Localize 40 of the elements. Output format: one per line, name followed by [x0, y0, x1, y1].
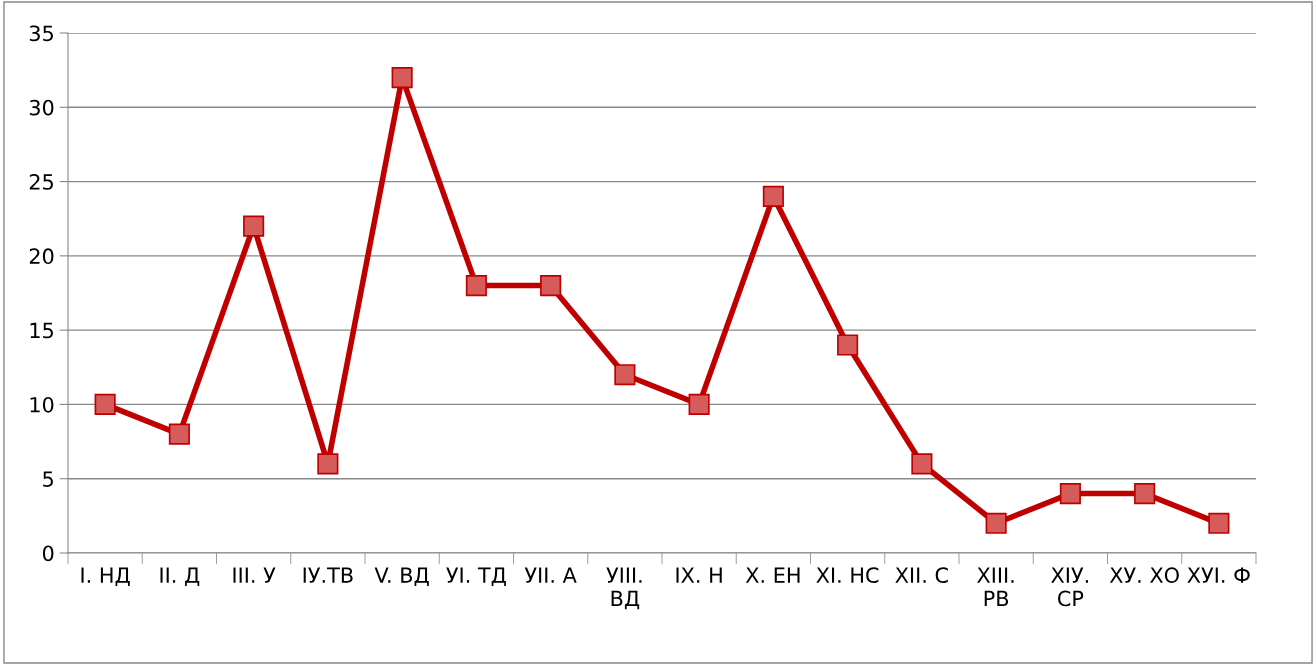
point: [688, 393, 710, 415]
x-tick-label: IX. Н: [676, 567, 722, 583]
x-tick-label: XIУ. СР: [1051, 567, 1088, 607]
x-tick-label: УI. ТД: [446, 567, 506, 586]
x-tick-label: XII. С: [895, 567, 948, 584]
point: [540, 275, 562, 297]
x-tick-label: III. У: [233, 567, 276, 583]
x-tick-label: X. ЕН: [745, 567, 800, 583]
y-tick-label: 20: [29, 248, 54, 265]
point: [1134, 483, 1156, 505]
point: [985, 512, 1007, 534]
x-tick-label: XI. НС: [816, 567, 879, 584]
point: [465, 275, 487, 297]
x-tick-label: V. ВД: [374, 567, 429, 586]
x-tick-label: IУ.ТВ: [303, 567, 353, 583]
y-tick-label: 15: [30, 322, 53, 339]
point: [911, 453, 933, 475]
y-tick-label: 0: [42, 545, 54, 562]
point: [391, 67, 413, 89]
y-tick-label: 25: [29, 174, 53, 190]
point: [243, 215, 265, 237]
point: [614, 364, 636, 386]
point: [837, 334, 859, 356]
point: [94, 393, 116, 415]
point: [1059, 483, 1081, 505]
x-tick-label: УIII. ВД: [606, 567, 642, 610]
point: [168, 423, 190, 445]
y-tick-label: 5: [43, 471, 53, 487]
x-tick-label: XУI. Ф: [1187, 567, 1250, 583]
point: [317, 453, 339, 475]
y-tick-label: 30: [29, 99, 54, 116]
y-tick-label: 35: [29, 25, 53, 42]
x-tick-label: XIII. РВ: [977, 567, 1014, 607]
point: [762, 185, 784, 207]
x-tick-label: II. Д: [160, 567, 200, 586]
y-tick-label: 10: [30, 396, 54, 413]
point: [1208, 512, 1230, 534]
x-tick-label: I. НД: [81, 567, 130, 586]
x-tick-label: УII. А: [524, 567, 577, 583]
x-tick-label: XУ. ХО: [1109, 567, 1179, 584]
